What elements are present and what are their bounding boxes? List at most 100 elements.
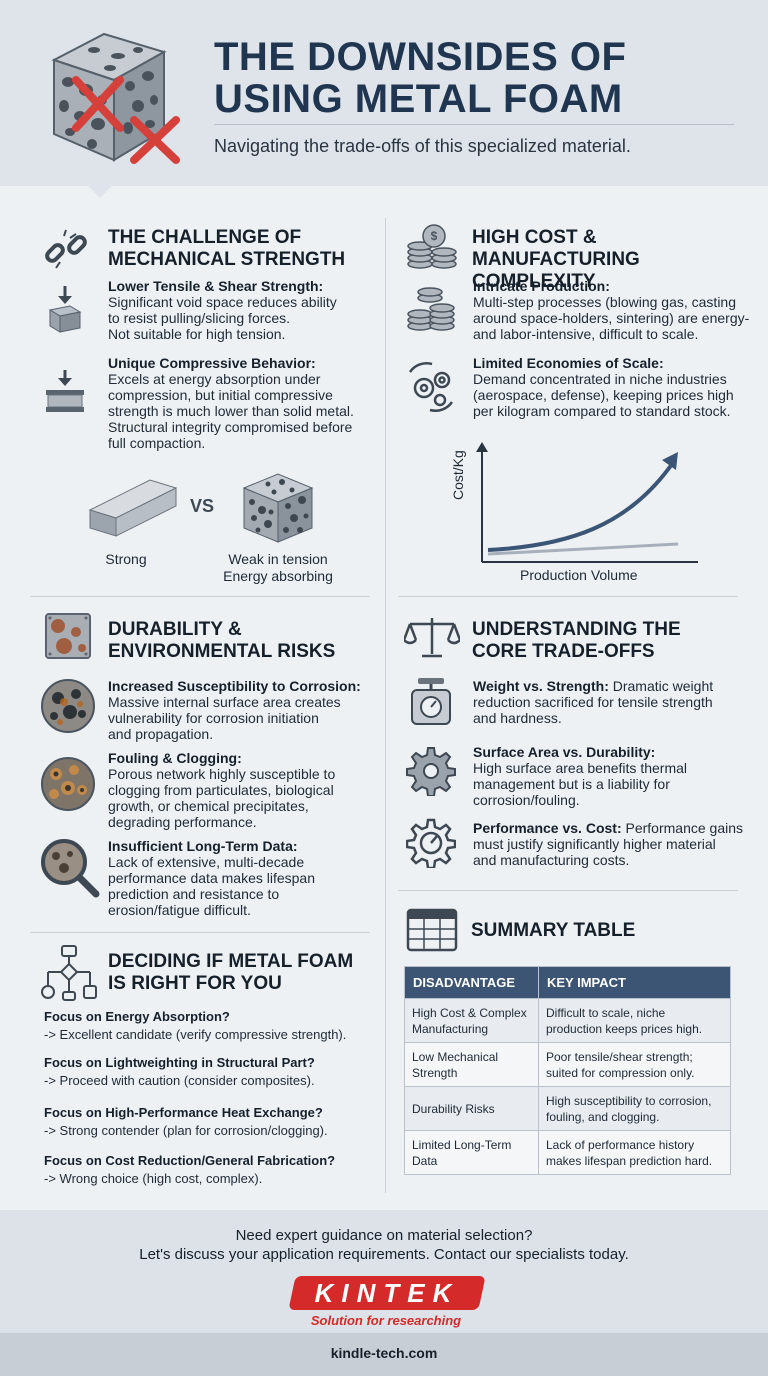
item-body-line: compression, but initial compressive bbox=[108, 387, 333, 403]
chart-x-label: Production Volume bbox=[520, 567, 638, 583]
decision-answer: -> Wrong choice (high cost, complex). bbox=[44, 1171, 263, 1186]
decision-question: Focus on Lightweighting in Structural Pa… bbox=[44, 1055, 315, 1070]
item-lead: Performance gains bbox=[621, 820, 744, 836]
series-line-flat bbox=[487, 542, 679, 556]
page-title: THE DOWNSIDES OF USING METAL FOAM bbox=[214, 36, 754, 120]
weak-caption-line-1: Weak in tension bbox=[228, 551, 328, 567]
cost-section-title: HIGH COST & MANUFACTURING COMPLEXITY bbox=[472, 227, 768, 293]
cost-volume-chart bbox=[476, 442, 698, 563]
item-body-line: and manufacturing costs. bbox=[473, 852, 630, 868]
item-body-line: Excels at energy absorption under bbox=[108, 371, 321, 387]
coin-pile-icon bbox=[407, 287, 455, 331]
tradeoff-item-2: Surface Area vs. Durability: High surfac… bbox=[473, 744, 759, 808]
coin-stack-icon: $ bbox=[407, 224, 457, 269]
performance-gauge-icon bbox=[406, 818, 456, 868]
table-header-cell: DISADVANTAGE bbox=[404, 966, 539, 999]
item-body-line: full compaction. bbox=[108, 435, 206, 451]
item-title: Fouling & Clogging: bbox=[108, 750, 242, 766]
durability-title-line-1: DURABILITY & bbox=[108, 619, 242, 640]
table-cell: High susceptibility to corrosion, foulin… bbox=[538, 1086, 731, 1131]
cost-item-2: Limited Economies of Scale: Demand conce… bbox=[473, 355, 759, 419]
summary-table-title: SUMMARY TABLE bbox=[471, 920, 636, 941]
item-body-line: corrosion/fouling. bbox=[473, 792, 580, 808]
item-body-line: High surface area benefits thermal bbox=[473, 760, 687, 776]
table-cell: Durability Risks bbox=[404, 1086, 539, 1131]
decision-item-1: Focus on Energy Absorption? -> Excellent… bbox=[44, 1009, 384, 1042]
decision-answer: -> Proceed with caution (consider compos… bbox=[44, 1073, 315, 1088]
column-divider bbox=[385, 218, 386, 1193]
gears-cycle-icon bbox=[408, 362, 454, 412]
item-body-line: must justify significantly higher materi… bbox=[473, 836, 716, 852]
tradeoffs-title-line-1: UNDERSTANDING THE bbox=[472, 619, 681, 640]
item-title: Surface Area vs. Durability: bbox=[473, 744, 656, 760]
table-cell: High Cost & Complex Manufacturing bbox=[404, 998, 539, 1043]
item-body-line: degrading performance. bbox=[108, 814, 257, 830]
mechanical-title-line-2: MECHANICAL STRENGTH bbox=[108, 249, 346, 270]
decision-answer: -> Strong contender (plan for corrosion/… bbox=[44, 1123, 328, 1138]
decision-item-2: Focus on Lightweighting in Structural Pa… bbox=[44, 1055, 384, 1088]
durability-item-2: Fouling & Clogging: Porous network highl… bbox=[108, 750, 378, 830]
weighing-scale-icon bbox=[411, 678, 451, 725]
durability-item-1: Increased Susceptibility to Corrosion: M… bbox=[108, 678, 378, 742]
solid-metal-bar-icon bbox=[88, 479, 178, 537]
table-cell: Poor tensile/shear strength; suited for … bbox=[538, 1042, 731, 1087]
item-body-line: Massive internal surface area creates bbox=[108, 694, 341, 710]
item-body-line: vulnerability for corrosion initiation bbox=[108, 710, 319, 726]
website-link[interactable]: kindle-tech.com bbox=[330, 1345, 438, 1361]
y-axis-arrowhead bbox=[476, 442, 488, 452]
item-body-line: and propagation. bbox=[108, 726, 214, 742]
svg-text:$: $ bbox=[431, 229, 438, 243]
item-body-line: management but is a liability for bbox=[473, 776, 670, 792]
cta-line-1: Need expert guidance on material selecti… bbox=[235, 1227, 533, 1244]
table-icon bbox=[406, 908, 458, 952]
clogged-pores-icon bbox=[41, 757, 95, 811]
table-cell: Low Mechanical Strength bbox=[404, 1042, 539, 1087]
table-cell: Limited Long-Term Data bbox=[404, 1130, 539, 1175]
table-row: Limited Long-Term Data Lack of performan… bbox=[404, 1130, 731, 1175]
series-line-rising bbox=[487, 462, 674, 552]
cost-item-1: Intricate Production: Multi-step process… bbox=[473, 278, 759, 342]
left-divider-1 bbox=[30, 596, 370, 597]
item-title: Performance vs. Cost: bbox=[473, 820, 622, 836]
weak-caption: Weak in tension Energy absorbing bbox=[208, 551, 348, 585]
item-body-line: clogging from particulates, biological bbox=[108, 782, 334, 798]
tradeoffs-section-title: UNDERSTANDING THE CORE TRADE-OFFS bbox=[472, 619, 681, 663]
deciding-title-line-1: DECIDING IF METAL FOAM bbox=[108, 951, 354, 972]
decision-item-3: Focus on High-Performance Heat Exchange?… bbox=[44, 1105, 384, 1138]
summary-table-wrap: DISADVANTAGE KEY IMPACT High Cost & Comp… bbox=[404, 966, 731, 1175]
page-subtitle: Navigating the trade-offs of this specia… bbox=[214, 136, 631, 156]
item-body-line: and hardness. bbox=[473, 710, 562, 726]
chart-y-label: Cost/Kg bbox=[450, 450, 466, 500]
mechanical-section-title: THE CHALLENGE OF MECHANICAL STRENGTH bbox=[108, 227, 345, 271]
decision-question: Focus on High-Performance Heat Exchange? bbox=[44, 1105, 323, 1120]
item-title: Limited Economies of Scale: bbox=[473, 355, 664, 371]
mechanical-item-1: Lower Tensile & Shear Strength: Signific… bbox=[108, 278, 376, 342]
item-body-line: around space-holders, sintering) are ene… bbox=[473, 310, 750, 326]
item-body-line: (aerospace, defense), keeping prices hig… bbox=[473, 387, 734, 403]
mechanical-title-line-1: THE CHALLENGE OF bbox=[108, 227, 302, 248]
table-header-row: DISADVANTAGE KEY IMPACT bbox=[404, 966, 731, 999]
item-lead: Dramatic weight bbox=[608, 678, 714, 694]
table-row: High Cost & Complex Manufacturing Diffic… bbox=[404, 998, 731, 1043]
header-notch bbox=[86, 184, 114, 198]
item-body-line: and labor-intensive, difficult to scale. bbox=[473, 326, 699, 342]
item-body-line: Lack of extensive, multi-decade bbox=[108, 854, 305, 870]
right-divider-1 bbox=[398, 596, 738, 597]
left-divider-2 bbox=[30, 932, 370, 933]
title-line-1: THE DOWNSIDES OF bbox=[214, 35, 627, 79]
item-title: Unique Compressive Behavior: bbox=[108, 355, 316, 371]
mechanical-item-2: Unique Compressive Behavior: Excels at e… bbox=[108, 355, 378, 451]
table-row: Durability Risks High susceptibility to … bbox=[404, 1086, 731, 1131]
item-body-line: Porous network highly susceptible to bbox=[108, 766, 336, 782]
item-body-line: Significant void space reduces ability bbox=[108, 294, 337, 310]
compression-icon bbox=[46, 370, 84, 412]
item-body-line: strength is much lower than solid metal. bbox=[108, 403, 354, 419]
footer-url-band bbox=[0, 1333, 768, 1376]
durability-item-3: Insufficient Long-Term Data: Lack of ext… bbox=[108, 838, 378, 918]
strong-caption: Strong bbox=[105, 551, 147, 567]
table-row: Low Mechanical Strength Poor tensile/she… bbox=[404, 1042, 731, 1087]
durability-title-line-2: ENVIRONMENTAL RISKS bbox=[108, 641, 336, 662]
deciding-section-title: DECIDING IF METAL FOAM IS RIGHT FOR YOU bbox=[108, 951, 353, 995]
item-title: Insufficient Long-Term Data: bbox=[108, 838, 298, 854]
kintek-logo-text[interactable]: KINTEK bbox=[314, 1278, 460, 1308]
